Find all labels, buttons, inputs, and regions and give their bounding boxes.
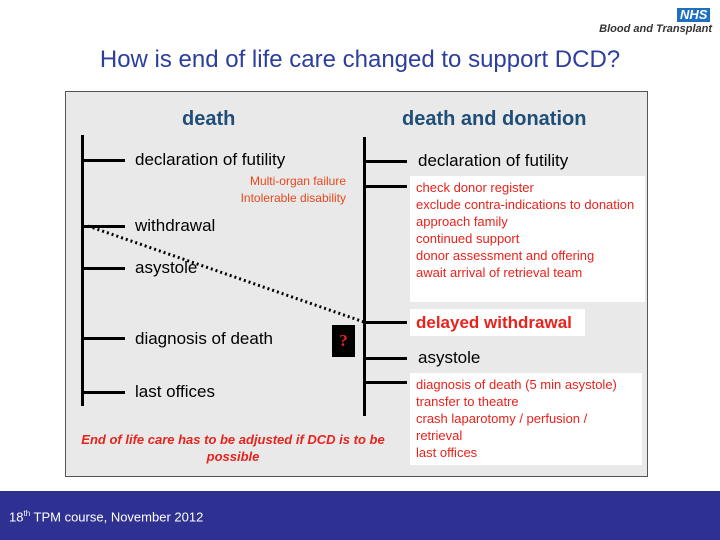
tick xyxy=(81,391,125,394)
left-step: withdrawal xyxy=(135,216,216,235)
footer-label: TPM course, November 2012 xyxy=(30,509,204,525)
note: Multi-organ failure xyxy=(249,174,346,188)
tick xyxy=(81,225,125,228)
action-item: transfer to theatre xyxy=(416,394,519,409)
left-step: declaration of futility xyxy=(135,150,286,169)
left-step: last offices xyxy=(135,382,216,401)
tick xyxy=(81,267,125,270)
left-step: diagnosis of death xyxy=(135,329,273,348)
action-item: approach family xyxy=(416,214,508,229)
footer-text: 18th TPM course, November 2012 xyxy=(9,509,203,524)
action-item: await arrival of retrieval team xyxy=(416,265,583,280)
tick xyxy=(81,337,125,340)
footer-bar xyxy=(0,491,720,540)
tick xyxy=(363,381,407,384)
action-item: check donor register xyxy=(416,180,534,195)
right-timeline xyxy=(363,137,366,416)
left-timeline xyxy=(81,135,84,406)
note: Intolerable disability xyxy=(240,191,346,205)
action-item: exclude contra-indications to donation xyxy=(416,197,635,212)
org-name: Blood and Transplant xyxy=(599,23,712,35)
left-step: asystole xyxy=(135,258,198,277)
caption: End of life care has to be adjusted if D… xyxy=(81,432,385,464)
delayed-withdrawal: delayed withdrawal xyxy=(410,309,585,336)
nhs-logo: NHS xyxy=(677,8,711,22)
tick xyxy=(363,321,407,324)
tick xyxy=(363,160,407,163)
action-item: last offices xyxy=(416,445,478,460)
tick xyxy=(81,159,125,162)
action-item: diagnosis of death (5 min asystole) xyxy=(416,377,617,392)
slide-title: How is end of life care changed to suppo… xyxy=(99,46,621,73)
tick xyxy=(363,185,407,188)
footer-superscript: th xyxy=(23,509,31,518)
donation-actions-box: check donor register exclude contra-indi… xyxy=(410,176,645,302)
footer-number: 18 xyxy=(9,509,24,525)
action-item: donor assessment and offering xyxy=(416,248,595,263)
left-header: death xyxy=(182,108,236,130)
retrieval-actions-box: diagnosis of death (5 min asystole) tran… xyxy=(410,373,642,465)
tick xyxy=(363,357,407,360)
right-step: declaration of futility xyxy=(418,151,569,170)
action-item: crash laparotomy / perfusion / retrieval xyxy=(416,411,588,443)
right-step: asystole xyxy=(418,348,481,367)
question-mark-icon: ? xyxy=(332,325,355,357)
right-header: death and donation xyxy=(402,108,587,130)
action-item: continued support xyxy=(416,231,520,246)
